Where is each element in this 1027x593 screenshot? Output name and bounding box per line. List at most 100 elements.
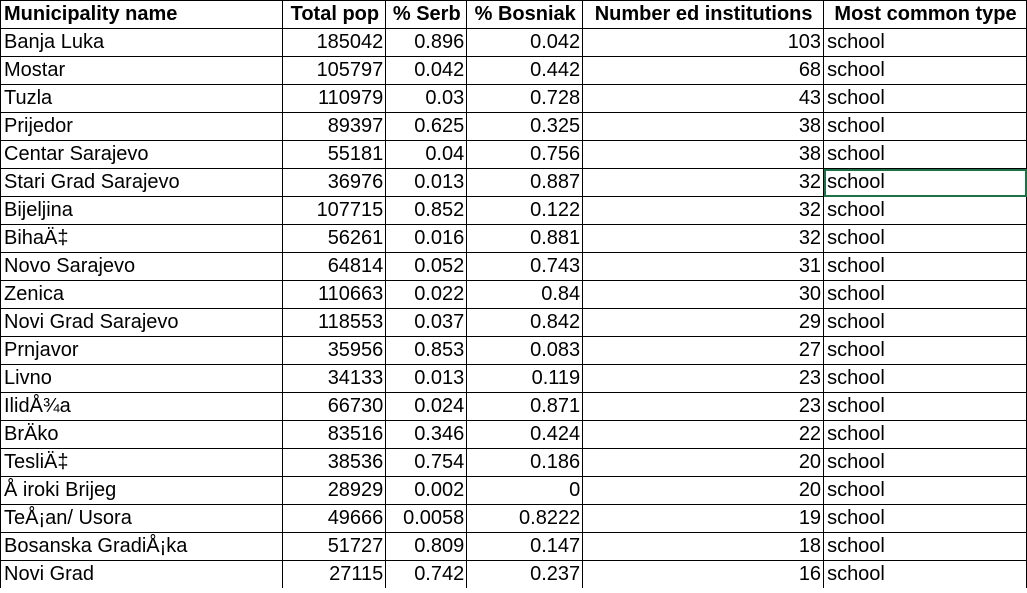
cell-pct-serb[interactable]: 0.742 <box>385 560 468 588</box>
cell-ed-institutions[interactable]: 23 <box>582 392 825 421</box>
cell-municipality[interactable]: Å iroki Brijeg <box>0 476 284 505</box>
cell-pct-bosniak[interactable]: 0.042 <box>466 28 584 57</box>
cell-common-type[interactable]: school <box>823 280 1027 309</box>
cell-pct-bosniak[interactable]: 0.325 <box>466 112 584 141</box>
cell-pct-serb[interactable]: 0.002 <box>385 476 468 505</box>
cell-total-pop[interactable]: 38536 <box>282 448 387 477</box>
cell-municipality[interactable]: BihaÄ‡ <box>0 224 284 253</box>
cell-ed-institutions[interactable]: 16 <box>582 560 825 588</box>
cell-ed-institutions[interactable]: 23 <box>582 364 825 393</box>
cell-common-type[interactable]: school <box>823 28 1027 57</box>
cell-pct-serb[interactable]: 0.013 <box>385 168 468 197</box>
cell-common-type[interactable]: school <box>823 224 1027 253</box>
cell-pct-serb[interactable]: 0.04 <box>385 140 468 169</box>
cell-common-type[interactable]: school <box>823 336 1027 365</box>
cell-pct-serb[interactable]: 0.625 <box>385 112 468 141</box>
cell-municipality[interactable]: TesliÄ‡ <box>0 448 284 477</box>
cell-ed-institutions[interactable]: 19 <box>582 504 825 533</box>
cell-pct-serb[interactable]: 0.037 <box>385 308 468 337</box>
cell-municipality[interactable]: Prijedor <box>0 112 284 141</box>
cell-pct-bosniak[interactable]: 0.186 <box>466 448 584 477</box>
header-cell-pct-bosniak[interactable]: % Bosniak <box>466 0 584 29</box>
cell-pct-bosniak[interactable]: 0.147 <box>466 532 584 561</box>
cell-pct-bosniak[interactable]: 0.881 <box>466 224 584 253</box>
cell-total-pop[interactable]: 66730 <box>282 392 387 421</box>
cell-pct-bosniak[interactable]: 0.8222 <box>466 504 584 533</box>
cell-municipality[interactable]: Centar Sarajevo <box>0 140 284 169</box>
cell-ed-institutions[interactable]: 32 <box>582 168 825 197</box>
cell-municipality[interactable]: Bijeljina <box>0 196 284 225</box>
cell-pct-serb[interactable]: 0.013 <box>385 364 468 393</box>
cell-ed-institutions[interactable]: 27 <box>582 336 825 365</box>
cell-municipality[interactable]: Novi Grad <box>0 560 284 588</box>
cell-municipality[interactable]: Banja Luka <box>0 28 284 57</box>
cell-total-pop[interactable]: 55181 <box>282 140 387 169</box>
cell-common-type[interactable]: school <box>823 308 1027 337</box>
cell-total-pop[interactable]: 118553 <box>282 308 387 337</box>
cell-ed-institutions[interactable]: 29 <box>582 308 825 337</box>
cell-common-type[interactable]: school <box>823 420 1027 449</box>
cell-pct-serb[interactable]: 0.016 <box>385 224 468 253</box>
cell-pct-serb[interactable]: 0.024 <box>385 392 468 421</box>
cell-ed-institutions[interactable]: 32 <box>582 196 825 225</box>
cell-common-type[interactable]: school <box>823 532 1027 561</box>
cell-common-type[interactable]: school <box>823 84 1027 113</box>
cell-total-pop[interactable]: 56261 <box>282 224 387 253</box>
cell-ed-institutions[interactable]: 38 <box>582 140 825 169</box>
cell-common-type[interactable]: school <box>823 196 1027 225</box>
cell-common-type[interactable]: school <box>823 448 1027 477</box>
cell-ed-institutions[interactable]: 31 <box>582 252 825 281</box>
cell-ed-institutions[interactable]: 103 <box>582 28 825 57</box>
cell-pct-bosniak[interactable]: 0.743 <box>466 252 584 281</box>
cell-total-pop[interactable]: 107715 <box>282 196 387 225</box>
cell-pct-serb[interactable]: 0.754 <box>385 448 468 477</box>
cell-municipality[interactable]: Mostar <box>0 56 284 85</box>
cell-pct-bosniak[interactable]: 0.122 <box>466 196 584 225</box>
cell-municipality[interactable]: BrÄko <box>0 420 284 449</box>
cell-common-type[interactable]: school <box>823 560 1027 588</box>
cell-pct-bosniak[interactable]: 0.756 <box>466 140 584 169</box>
cell-ed-institutions[interactable]: 20 <box>582 448 825 477</box>
header-cell-ed-institutions[interactable]: Number ed institutions <box>582 0 825 29</box>
cell-pct-bosniak[interactable]: 0.119 <box>466 364 584 393</box>
cell-common-type[interactable]: school <box>823 476 1027 505</box>
header-cell-common-type[interactable]: Most common type <box>823 0 1027 29</box>
cell-common-type[interactable]: school <box>823 112 1027 141</box>
cell-pct-serb[interactable]: 0.022 <box>385 280 468 309</box>
cell-municipality[interactable]: Zenica <box>0 280 284 309</box>
cell-municipality[interactable]: Livno <box>0 364 284 393</box>
header-cell-pct-serb[interactable]: % Serb <box>385 0 468 29</box>
cell-pct-serb[interactable]: 0.03 <box>385 84 468 113</box>
cell-municipality[interactable]: Tuzla <box>0 84 284 113</box>
cell-pct-bosniak[interactable]: 0.842 <box>466 308 584 337</box>
cell-common-type[interactable]: school <box>823 140 1027 169</box>
cell-common-type[interactable]: school <box>823 168 1027 197</box>
cell-pct-bosniak[interactable]: 0 <box>466 476 584 505</box>
cell-municipality[interactable]: TeÅ¡an/ Usora <box>0 504 284 533</box>
cell-pct-bosniak[interactable]: 0.083 <box>466 336 584 365</box>
cell-total-pop[interactable]: 49666 <box>282 504 387 533</box>
cell-total-pop[interactable]: 36976 <box>282 168 387 197</box>
cell-pct-serb[interactable]: 0.052 <box>385 252 468 281</box>
cell-pct-bosniak[interactable]: 0.84 <box>466 280 584 309</box>
cell-pct-bosniak[interactable]: 0.442 <box>466 56 584 85</box>
cell-pct-serb[interactable]: 0.809 <box>385 532 468 561</box>
cell-pct-serb[interactable]: 0.042 <box>385 56 468 85</box>
cell-ed-institutions[interactable]: 22 <box>582 420 825 449</box>
cell-total-pop[interactable]: 34133 <box>282 364 387 393</box>
cell-total-pop[interactable]: 185042 <box>282 28 387 57</box>
cell-ed-institutions[interactable]: 43 <box>582 84 825 113</box>
cell-ed-institutions[interactable]: 38 <box>582 112 825 141</box>
cell-ed-institutions[interactable]: 20 <box>582 476 825 505</box>
cell-pct-bosniak[interactable]: 0.728 <box>466 84 584 113</box>
cell-municipality[interactable]: Stari Grad Sarajevo <box>0 168 284 197</box>
cell-pct-serb[interactable]: 0.852 <box>385 196 468 225</box>
cell-pct-serb[interactable]: 0.0058 <box>385 504 468 533</box>
cell-ed-institutions[interactable]: 32 <box>582 224 825 253</box>
cell-total-pop[interactable]: 110979 <box>282 84 387 113</box>
cell-common-type[interactable]: school <box>823 504 1027 533</box>
cell-pct-bosniak[interactable]: 0.887 <box>466 168 584 197</box>
cell-ed-institutions[interactable]: 18 <box>582 532 825 561</box>
cell-pct-bosniak[interactable]: 0.871 <box>466 392 584 421</box>
cell-common-type[interactable]: school <box>823 364 1027 393</box>
